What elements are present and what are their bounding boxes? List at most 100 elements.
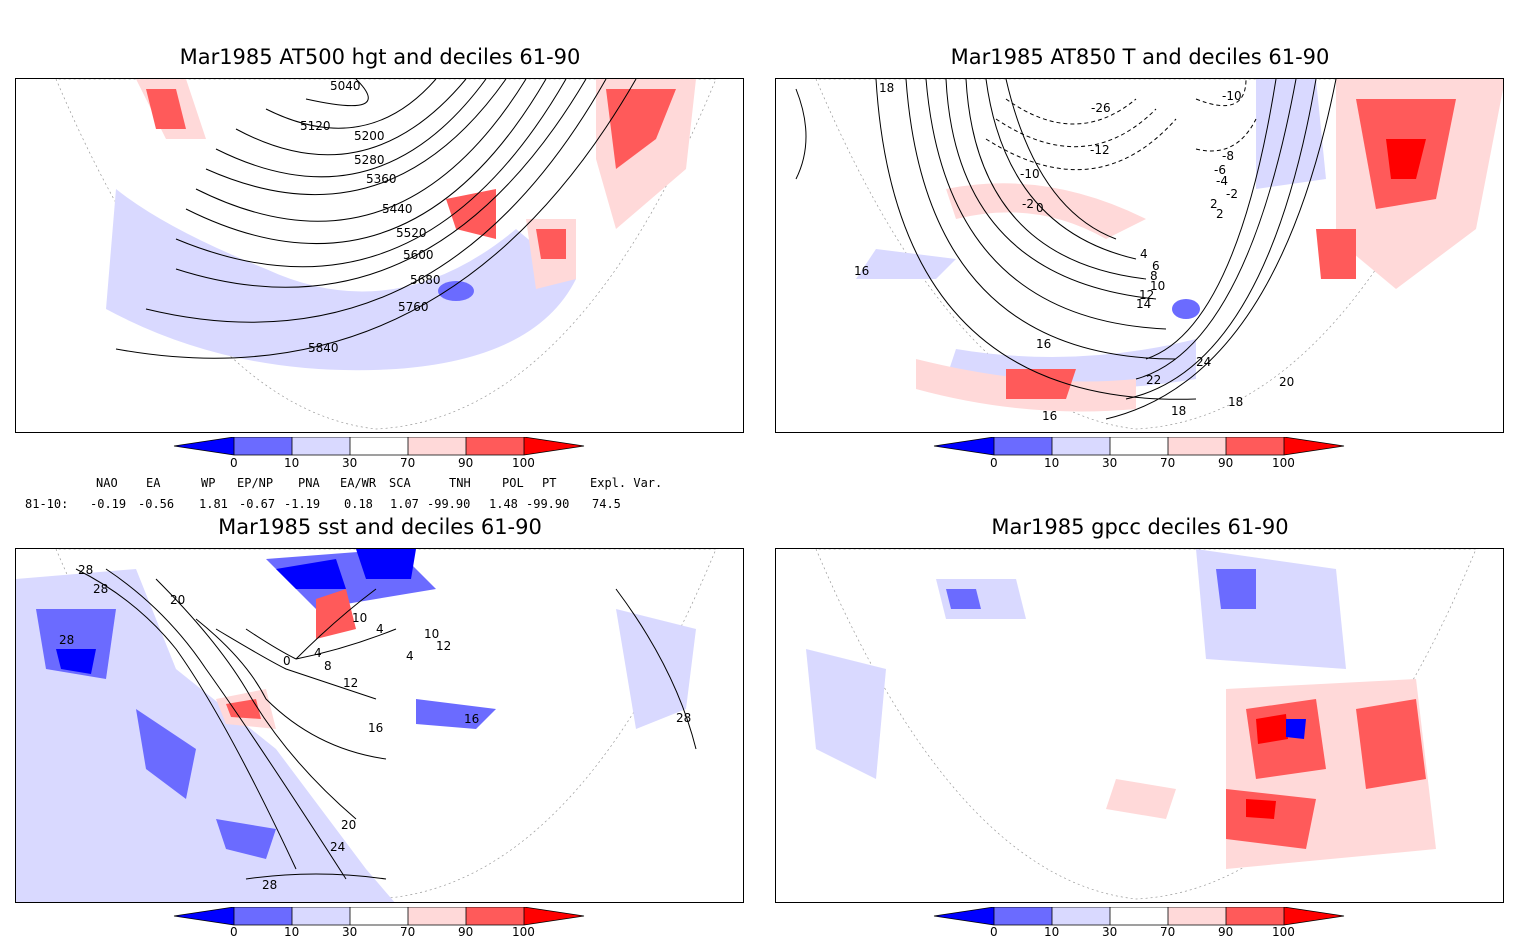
contour-label: -10 [1020, 167, 1040, 181]
index-header: Expl. Var. [590, 476, 663, 490]
colorbar-850t [933, 437, 1345, 456]
panel-title-sst: Mar1985 sst and deciles 61-90 [218, 515, 542, 539]
colorbar-tick: 90 [1218, 456, 1234, 470]
index-value-ea: -0.56 [138, 497, 175, 511]
colorbar-tick: 100 [1272, 456, 1295, 470]
index-header: EA [146, 476, 161, 490]
contour-label: 2 [1210, 197, 1218, 211]
contour-label: 16 [1036, 337, 1052, 351]
index-value-tnh: -99.90 [427, 497, 471, 511]
contour-label: 4 [314, 646, 322, 660]
colorbar-tick: 70 [400, 456, 416, 470]
colorbar-tick: 100 [1272, 925, 1295, 939]
contour-label: 28 [59, 633, 75, 647]
colorbar-tick: 10 [284, 925, 300, 939]
contour-label: 16 [464, 712, 480, 726]
colorbar-tick: 90 [458, 456, 474, 470]
colorbar-tick: 90 [458, 925, 474, 939]
contour-label: 28 [93, 582, 109, 596]
contour-label: 16 [854, 264, 870, 278]
colorbar-tick: 0 [990, 925, 998, 939]
index-value-epnp: -0.67 [239, 497, 276, 511]
colorbar-tick: 30 [1102, 925, 1118, 939]
colorbar-tick: 0 [230, 456, 238, 470]
colorbar-tick: 30 [1102, 456, 1118, 470]
index-value-eawr: 0.18 [344, 497, 373, 511]
colorbar-500hgt [173, 437, 585, 456]
contour-label: 18 [879, 81, 895, 95]
contour-label: 10 [352, 611, 368, 625]
contour-label: 28 [676, 711, 692, 725]
index-header: EA/WR [340, 476, 377, 490]
colorbar-tick: 30 [342, 925, 358, 939]
contour-label: 12 [436, 639, 452, 653]
colorbar-tick: 70 [400, 925, 416, 939]
colorbar-tick: 10 [1044, 456, 1060, 470]
contour-label: -8 [1222, 149, 1234, 163]
contour-label: 5120 [300, 119, 331, 133]
contour-label: 14 [1136, 297, 1152, 311]
index-row-label: 81-10: [25, 497, 69, 511]
contour-label: 5520 [396, 226, 427, 240]
contour-label: 2 [1216, 207, 1224, 221]
index-value-explvar: 74.5 [592, 497, 621, 511]
index-header: POL [502, 476, 524, 490]
contour-label: 16 [1042, 409, 1058, 423]
contour-label: 5360 [366, 172, 397, 186]
colorbar-sst [173, 907, 585, 926]
contour-label: -10 [1222, 89, 1242, 103]
panel-title-500hgt: Mar1985 AT500 hgt and deciles 61-90 [179, 45, 581, 69]
colorbar-tick: 10 [284, 456, 300, 470]
contour-label: 4 [376, 622, 384, 636]
contour-label: 6 [1152, 259, 1160, 273]
map-panel-850t: 18 16 -26 -10 -12 -8 -6 -4 -2 0 2 4 6 8 … [775, 78, 1504, 433]
colorbar-tick: 0 [990, 456, 998, 470]
index-value-pna: -1.19 [284, 497, 321, 511]
contour-label: 0 [283, 654, 291, 668]
contour-label: 20 [1279, 375, 1295, 389]
map-850t [795, 79, 1503, 430]
contour-label: 16 [368, 721, 384, 735]
contour-label: -2 [1226, 187, 1238, 201]
contour-label: 5440 [382, 202, 413, 216]
colorbar-tick: 10 [1044, 925, 1060, 939]
contour-label: 10 [424, 627, 440, 641]
contour-label: -4 [1216, 174, 1228, 188]
colorbar-tick: 100 [512, 925, 535, 939]
contour-label: -2 [1022, 197, 1034, 211]
contour-label: 5280 [354, 153, 385, 167]
contour-label: 8 [1150, 269, 1158, 283]
index-header: SCA [389, 476, 411, 490]
index-value-wp: 1.81 [199, 497, 228, 511]
colorbar-tick: 100 [512, 456, 535, 470]
index-value-nao: -0.19 [90, 497, 127, 511]
contour-label: 5040 [330, 79, 361, 93]
index-value-pol: 1.48 [489, 497, 518, 511]
colorbar-tick: 0 [230, 925, 238, 939]
contour-label: 12 [1139, 288, 1155, 302]
contour-label: 0 [1036, 201, 1044, 215]
contour-label: 5600 [403, 248, 434, 262]
contour-label: 8 [324, 659, 332, 673]
colorbar-tick: 70 [1160, 456, 1176, 470]
index-header: NAO [96, 476, 118, 490]
index-header: WP [201, 476, 216, 490]
contour-label: 18 [1228, 395, 1244, 409]
contour-label: 28 [78, 563, 94, 577]
contour-label: 10 [1150, 279, 1166, 293]
index-value-pt: -99.90 [526, 497, 570, 511]
colorbar-tick: 30 [342, 456, 358, 470]
index-header: EP/NP [237, 476, 274, 490]
map-panel-gpcc [775, 548, 1504, 903]
map-gpcc [806, 549, 1477, 900]
colorbar-gpcc [933, 907, 1345, 926]
index-value-sca: 1.07 [390, 497, 419, 511]
colorbar-tick: 70 [1160, 925, 1176, 939]
map-500hgt [55, 79, 717, 430]
map-panel-sst: 28 28 20 28 0 4 8 12 16 20 24 28 10 4 10… [15, 548, 744, 903]
contour-label: 5760 [398, 300, 429, 314]
contour-label: 24 [1196, 355, 1212, 369]
colorbar-tick: 90 [1218, 925, 1234, 939]
contour-label: -26 [1091, 101, 1111, 115]
contour-label: 12 [343, 676, 359, 690]
